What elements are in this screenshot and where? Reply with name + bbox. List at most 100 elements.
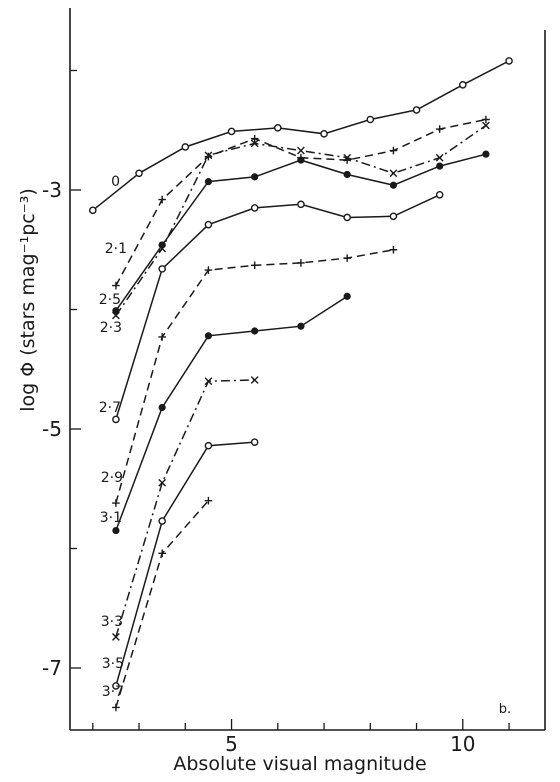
- cross-marker: [250, 376, 259, 384]
- filled-circle-marker: [112, 526, 120, 535]
- open-circle-marker: [412, 106, 421, 114]
- series-labels: 0 2·1 2·3 2·5 2·7 2·9 3·1 3·3 3·5 3·7: [99, 174, 127, 700]
- series-label: 2·9: [101, 470, 123, 486]
- series-line: [115, 194, 441, 420]
- x-axis-ticks: 5 10: [92, 719, 510, 756]
- plus-marker: [389, 245, 398, 254]
- series-line: [115, 500, 209, 708]
- y-axis-ticks: -3 -5 -7: [42, 69, 81, 680]
- plus-marker: [112, 281, 120, 290]
- filled-circle-marker: [204, 178, 213, 186]
- series-8: [112, 376, 259, 641]
- plus-marker: [158, 333, 166, 341]
- filled-circle-marker: [343, 292, 351, 300]
- open-circle-marker: [204, 441, 213, 450]
- series-line: [115, 295, 348, 531]
- open-circle-marker: [435, 190, 444, 199]
- series-6: [112, 245, 398, 507]
- plot-frame: [69, 8, 546, 731]
- open-circle-marker: [297, 200, 305, 209]
- plus-marker: [112, 499, 120, 507]
- plus-marker: [343, 254, 351, 262]
- plus-marker: [435, 125, 444, 133]
- filled-circle-marker: [297, 322, 305, 330]
- y-axis-title: log Φ (stars mag⁻¹pc⁻³): [17, 188, 39, 412]
- plus-marker: [204, 266, 213, 274]
- filled-circle-marker: [251, 173, 259, 181]
- plus-marker: [204, 496, 213, 505]
- series-label: 3·5: [102, 656, 124, 672]
- plus-marker: [112, 703, 120, 712]
- series-label: 2·5: [99, 292, 121, 308]
- filled-circle-marker: [343, 170, 351, 179]
- series-10: [112, 496, 213, 712]
- plus-marker: [250, 134, 259, 143]
- x-tick-label: 5: [225, 732, 238, 756]
- series-line: [115, 249, 394, 504]
- open-circle-marker: [250, 204, 259, 212]
- series-label: 3·7: [102, 684, 124, 700]
- cross-marker: [250, 139, 259, 148]
- cross-marker: [435, 153, 444, 162]
- plus-marker: [250, 261, 259, 270]
- open-circle-marker: [389, 212, 398, 221]
- cross-marker: [297, 146, 305, 155]
- y-tick-label: -3: [42, 178, 62, 202]
- open-circle-marker: [343, 213, 351, 222]
- cross-marker: [158, 478, 167, 487]
- plus-marker: [158, 195, 166, 204]
- series-line: [115, 379, 255, 638]
- x-axis-title: Absolute visual magnitude: [173, 753, 426, 775]
- x-tick-label: 10: [450, 732, 475, 756]
- series-label: 2·3: [100, 320, 122, 336]
- open-circle-marker: [158, 265, 166, 273]
- series-label: 2·7: [99, 400, 121, 416]
- open-circle-marker: [250, 438, 259, 446]
- plus-marker: [482, 115, 490, 124]
- series-label: 3·3: [101, 614, 123, 630]
- series-5: [112, 190, 444, 424]
- series-3: [112, 121, 490, 320]
- series-line: [115, 153, 487, 312]
- y-tick-label: -7: [42, 656, 62, 680]
- open-circle-marker: [505, 57, 513, 65]
- cross-marker: [482, 121, 490, 130]
- cross-marker: [204, 151, 213, 160]
- series-line: [92, 60, 510, 211]
- cross-marker: [343, 153, 352, 162]
- filled-circle-marker: [158, 403, 166, 412]
- series-label: 3·1: [100, 510, 122, 526]
- plus-marker: [389, 146, 398, 155]
- cross-marker: [112, 633, 120, 641]
- filled-circle-marker: [204, 332, 213, 340]
- open-circle-marker: [112, 682, 120, 690]
- cross-marker: [389, 169, 398, 178]
- series-label: 2·1: [105, 241, 127, 257]
- open-circle-marker: [273, 124, 282, 132]
- filled-circle-marker: [158, 241, 166, 249]
- series-line: [115, 441, 255, 687]
- panel-label: b.: [499, 702, 511, 717]
- open-circle-marker: [89, 206, 97, 215]
- plus-marker: [158, 549, 166, 558]
- open-circle-marker: [458, 81, 467, 89]
- filled-circle-marker: [436, 162, 444, 170]
- filled-circle-marker: [389, 181, 398, 189]
- open-circle-marker: [366, 115, 375, 124]
- cross-marker: [204, 377, 213, 386]
- filled-circle-marker: [251, 327, 259, 335]
- series-1: [89, 57, 513, 215]
- plus-marker: [297, 259, 305, 267]
- series-layer: [89, 57, 513, 712]
- series-7: [112, 292, 351, 535]
- open-circle-marker: [158, 517, 166, 525]
- series-label: 0: [111, 174, 120, 190]
- y-tick-label: -5: [42, 417, 62, 441]
- open-circle-marker: [112, 415, 120, 424]
- open-circle-marker: [227, 127, 236, 136]
- open-circle-marker: [320, 130, 328, 138]
- series-4: [112, 150, 490, 315]
- filled-circle-marker: [297, 156, 305, 164]
- series-9: [112, 438, 259, 690]
